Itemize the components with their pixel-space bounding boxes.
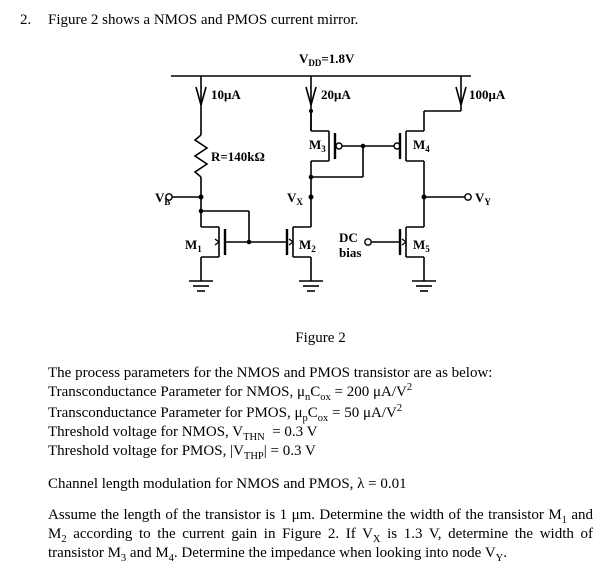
params-lead: The process parameters for the NMOS and … <box>48 365 492 381</box>
i2-label: 20μA <box>321 87 351 102</box>
problem: 2. Figure 2 shows a NMOS and PMOS curren… <box>20 12 593 564</box>
m2-label: M2 <box>299 237 316 254</box>
param-pmos-mu: Transconductance Parameter for PMOS, μpC… <box>48 403 593 424</box>
m5-label: M5 <box>413 237 430 254</box>
param-lambda: Channel length modulation for NMOS and P… <box>48 476 593 493</box>
vy-label: VY <box>475 190 491 207</box>
param-vthp: Threshold voltage for PMOS, |VTHP| = 0.3… <box>48 443 593 462</box>
i3-label: 100μA <box>469 87 506 102</box>
i1-label: 10μA <box>211 87 241 102</box>
dc-label: DC <box>339 230 358 245</box>
param-nmos-mu: Transconductance Parameter for NMOS, μnC… <box>48 382 593 403</box>
r-label: R=140kΩ <box>211 149 265 164</box>
vx-label: VX <box>287 190 303 207</box>
m3-label: M3 <box>309 137 326 154</box>
figure-caption: Figure 2 <box>48 330 593 347</box>
problem-number: 2. <box>20 12 48 564</box>
assume-text: Assume the length of the transistor is 1… <box>48 507 593 564</box>
problem-intro: Figure 2 shows a NMOS and PMOS current m… <box>48 12 358 28</box>
bias-label: bias <box>339 245 361 260</box>
problem-body: Figure 2 shows a NMOS and PMOS current m… <box>48 12 593 564</box>
figure-container: VDD=1.8V 10μA R=140kΩ VB <box>48 49 593 347</box>
m1-label: M1 <box>185 237 202 254</box>
circuit-figure: VDD=1.8V 10μA R=140kΩ VB <box>111 49 531 319</box>
param-vthn: Threshold voltage for NMOS, VTHN = 0.3 V <box>48 424 593 443</box>
vdd-label: VDD=1.8V <box>299 51 355 68</box>
m4-label: M4 <box>413 137 430 154</box>
parameters-block: The process parameters for the NMOS and … <box>48 365 593 462</box>
